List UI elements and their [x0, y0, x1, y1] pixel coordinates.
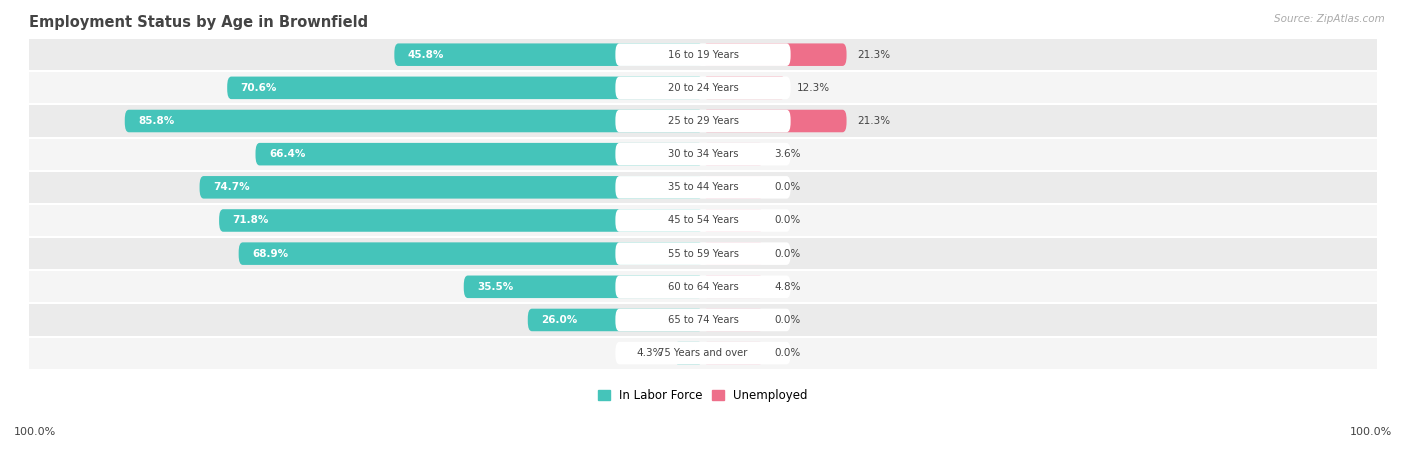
- Text: 71.8%: 71.8%: [232, 216, 269, 226]
- Text: 100.0%: 100.0%: [1350, 428, 1392, 437]
- Bar: [30, 237, 1376, 270]
- Text: 45 to 54 Years: 45 to 54 Years: [668, 216, 738, 226]
- FancyBboxPatch shape: [616, 143, 790, 166]
- Text: 20 to 24 Years: 20 to 24 Years: [668, 83, 738, 93]
- Text: 4.8%: 4.8%: [775, 282, 801, 292]
- FancyBboxPatch shape: [616, 176, 790, 198]
- FancyBboxPatch shape: [703, 143, 763, 166]
- FancyBboxPatch shape: [616, 342, 790, 364]
- Text: 0.0%: 0.0%: [775, 216, 800, 226]
- Text: 0.0%: 0.0%: [775, 249, 800, 258]
- FancyBboxPatch shape: [703, 209, 763, 232]
- Bar: [30, 270, 1376, 304]
- FancyBboxPatch shape: [527, 308, 703, 331]
- FancyBboxPatch shape: [703, 242, 763, 265]
- Text: 65 to 74 Years: 65 to 74 Years: [668, 315, 738, 325]
- Legend: In Labor Force, Unemployed: In Labor Force, Unemployed: [593, 384, 813, 407]
- Text: 21.3%: 21.3%: [858, 116, 890, 126]
- Text: 35.5%: 35.5%: [477, 282, 513, 292]
- FancyBboxPatch shape: [394, 43, 703, 66]
- Text: 35 to 44 Years: 35 to 44 Years: [668, 182, 738, 192]
- Text: 85.8%: 85.8%: [138, 116, 174, 126]
- Bar: [30, 138, 1376, 171]
- FancyBboxPatch shape: [703, 43, 846, 66]
- Text: 16 to 19 Years: 16 to 19 Years: [668, 50, 738, 60]
- FancyBboxPatch shape: [256, 143, 703, 166]
- FancyBboxPatch shape: [200, 176, 703, 198]
- Text: Source: ZipAtlas.com: Source: ZipAtlas.com: [1274, 14, 1385, 23]
- Bar: [30, 304, 1376, 336]
- FancyBboxPatch shape: [228, 77, 703, 99]
- FancyBboxPatch shape: [703, 77, 786, 99]
- FancyBboxPatch shape: [703, 276, 763, 298]
- Text: 74.7%: 74.7%: [214, 182, 250, 192]
- Text: 30 to 34 Years: 30 to 34 Years: [668, 149, 738, 159]
- Text: 55 to 59 Years: 55 to 59 Years: [668, 249, 738, 258]
- Text: Employment Status by Age in Brownfield: Employment Status by Age in Brownfield: [30, 15, 368, 30]
- Text: 0.0%: 0.0%: [775, 182, 800, 192]
- FancyBboxPatch shape: [616, 209, 790, 232]
- FancyBboxPatch shape: [616, 242, 790, 265]
- FancyBboxPatch shape: [616, 43, 790, 66]
- FancyBboxPatch shape: [125, 110, 703, 132]
- FancyBboxPatch shape: [239, 242, 703, 265]
- Text: 100.0%: 100.0%: [14, 428, 56, 437]
- Text: 66.4%: 66.4%: [269, 149, 305, 159]
- Text: 45.8%: 45.8%: [408, 50, 444, 60]
- Text: 4.3%: 4.3%: [637, 348, 664, 358]
- Bar: [30, 204, 1376, 237]
- FancyBboxPatch shape: [616, 308, 790, 331]
- Text: 25 to 29 Years: 25 to 29 Years: [668, 116, 738, 126]
- Text: 68.9%: 68.9%: [252, 249, 288, 258]
- FancyBboxPatch shape: [703, 110, 846, 132]
- FancyBboxPatch shape: [703, 176, 763, 198]
- Bar: [30, 105, 1376, 138]
- Text: 12.3%: 12.3%: [797, 83, 830, 93]
- FancyBboxPatch shape: [703, 342, 763, 364]
- Text: 3.6%: 3.6%: [775, 149, 801, 159]
- Bar: [30, 38, 1376, 71]
- FancyBboxPatch shape: [703, 308, 763, 331]
- Text: 26.0%: 26.0%: [541, 315, 578, 325]
- FancyBboxPatch shape: [219, 209, 703, 232]
- FancyBboxPatch shape: [616, 110, 790, 132]
- FancyBboxPatch shape: [673, 342, 703, 364]
- Text: 75 Years and over: 75 Years and over: [658, 348, 748, 358]
- Bar: [30, 71, 1376, 105]
- Text: 60 to 64 Years: 60 to 64 Years: [668, 282, 738, 292]
- Bar: [30, 171, 1376, 204]
- Text: 70.6%: 70.6%: [240, 83, 277, 93]
- FancyBboxPatch shape: [616, 276, 790, 298]
- Text: 0.0%: 0.0%: [775, 315, 800, 325]
- Bar: [30, 336, 1376, 370]
- Text: 21.3%: 21.3%: [858, 50, 890, 60]
- FancyBboxPatch shape: [464, 276, 703, 298]
- Text: 0.0%: 0.0%: [775, 348, 800, 358]
- FancyBboxPatch shape: [616, 77, 790, 99]
